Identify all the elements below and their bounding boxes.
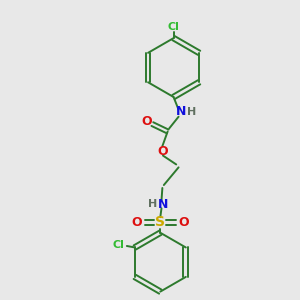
Text: S: S [155,215,165,230]
Text: H: H [148,199,157,209]
Text: Cl: Cl [168,22,179,32]
Text: O: O [131,216,142,229]
Text: H: H [187,107,196,117]
Text: O: O [178,216,189,229]
Text: Cl: Cl [113,240,125,250]
Text: N: N [176,105,187,118]
Text: N: N [158,198,168,211]
Text: O: O [158,145,168,158]
Text: O: O [142,115,152,128]
